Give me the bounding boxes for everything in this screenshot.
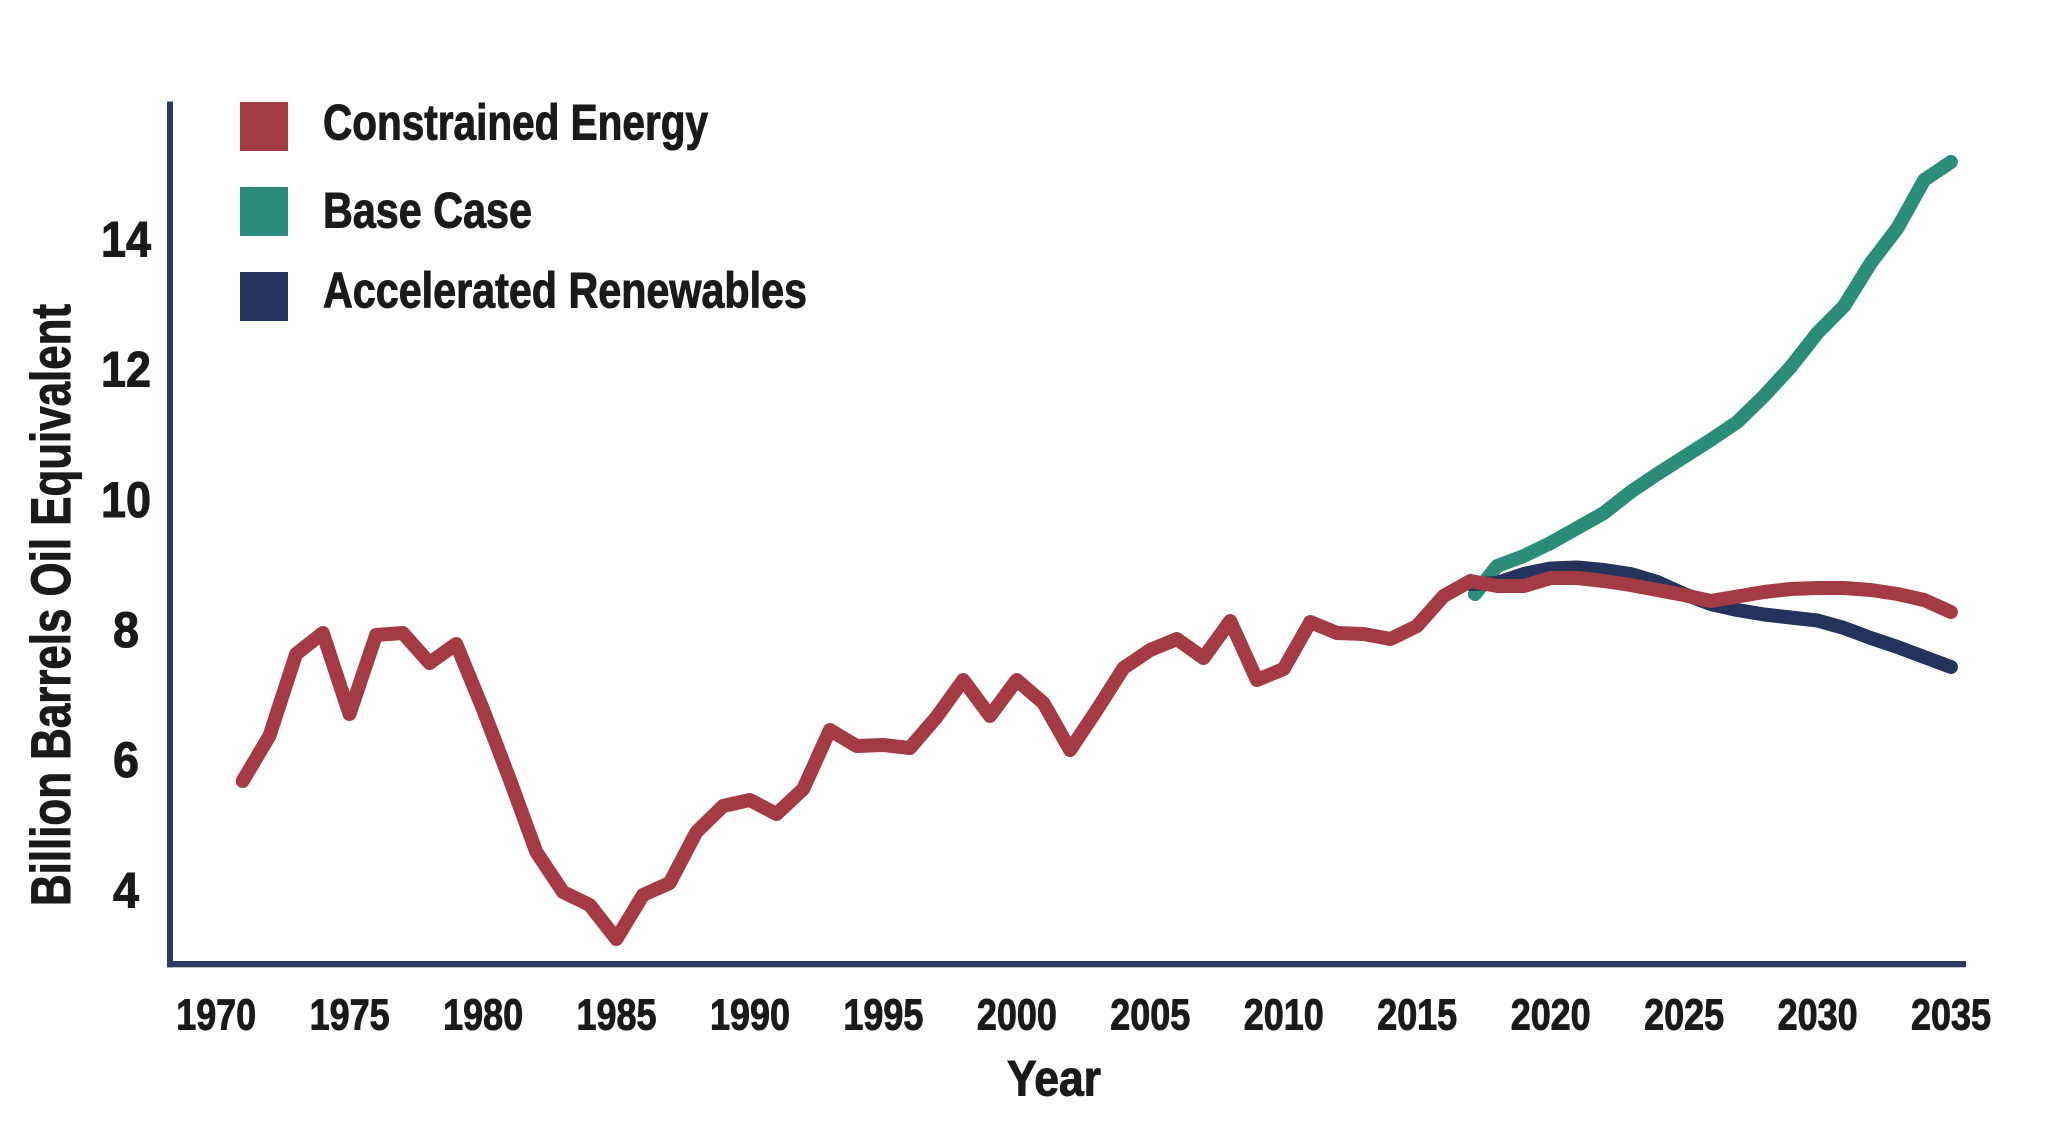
svg-text:Base Case: Base Case [323, 183, 532, 239]
svg-text:1975: 1975 [310, 990, 390, 1039]
svg-text:8: 8 [113, 602, 139, 658]
svg-text:2015: 2015 [1377, 990, 1457, 1039]
svg-text:14: 14 [101, 212, 151, 268]
svg-text:1980: 1980 [443, 990, 523, 1039]
svg-text:2025: 2025 [1644, 990, 1724, 1039]
svg-text:2035: 2035 [1911, 990, 1991, 1039]
svg-text:10: 10 [101, 472, 151, 528]
svg-text:2000: 2000 [977, 990, 1057, 1039]
svg-text:12: 12 [101, 342, 151, 398]
svg-text:Billion Barrels Oil Equivalent: Billion Barrels Oil Equivalent [19, 304, 82, 906]
svg-text:4: 4 [113, 862, 139, 918]
svg-text:1995: 1995 [843, 990, 923, 1039]
svg-text:1970: 1970 [176, 990, 256, 1039]
svg-text:1990: 1990 [710, 990, 790, 1039]
svg-text:1985: 1985 [577, 990, 657, 1039]
svg-text:6: 6 [113, 732, 139, 788]
svg-text:2005: 2005 [1110, 990, 1190, 1039]
svg-text:2020: 2020 [1511, 990, 1591, 1039]
svg-text:Constrained Energy: Constrained Energy [323, 95, 708, 151]
svg-text:Accelerated Renewables: Accelerated Renewables [323, 263, 807, 319]
svg-text:Year: Year [1007, 1051, 1101, 1107]
svg-text:2030: 2030 [1778, 990, 1858, 1039]
svg-text:2010: 2010 [1244, 990, 1324, 1039]
